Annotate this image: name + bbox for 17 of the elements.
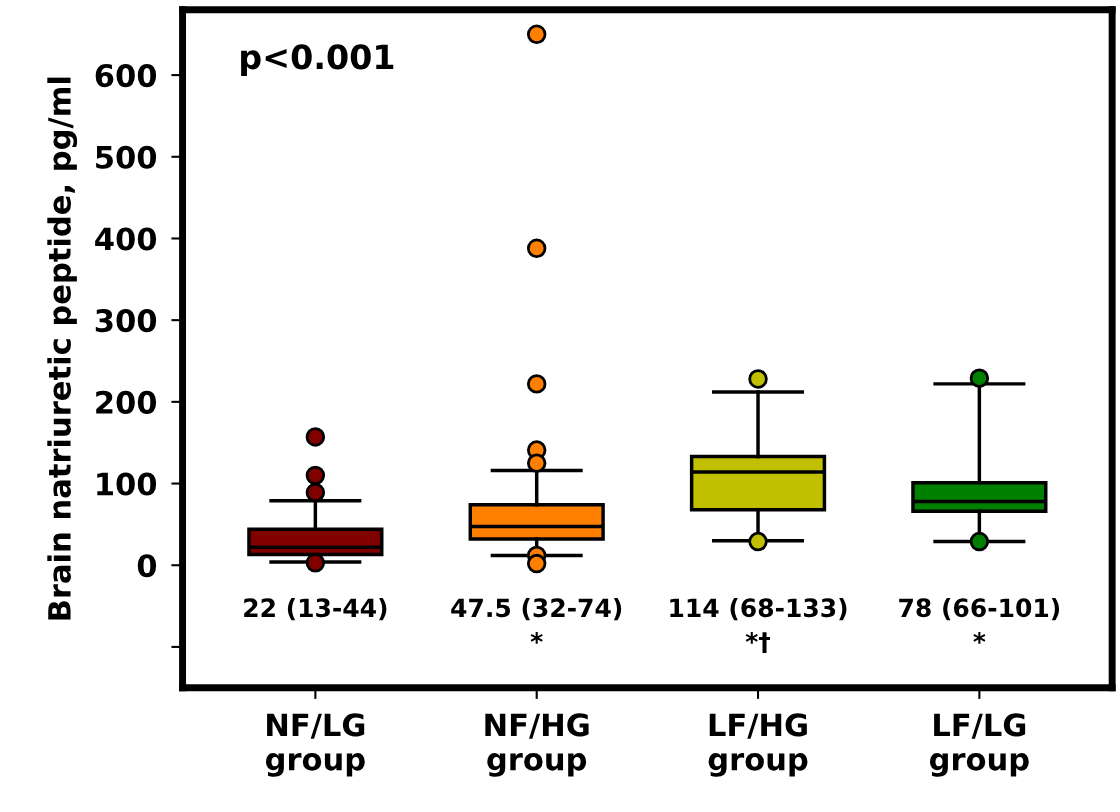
y-axis-title: Brain natriuretic peptide, pg/ml [47, 77, 78, 620]
x-tick-label: NF/HG group [485, 713, 589, 777]
y-tick-label: 600 [95, 64, 157, 88]
y-tick-label: 400 [95, 227, 157, 251]
y-tick-label: 300 [95, 309, 157, 333]
annotation: 114 (68-133) *† [670, 597, 847, 653]
y-tick-label: 0 [137, 554, 157, 578]
annotation: 22 (13-44) [244, 597, 387, 621]
x-tick-label: NF/LG group [265, 713, 365, 777]
y-tick-label: 100 [97, 472, 157, 496]
y-tick-label: 200 [96, 390, 157, 414]
x-tick-label: LF/LG group [929, 713, 1029, 777]
x-tick-label: LF/HG group [708, 713, 808, 777]
annotation: 47.5 (32-74) * [451, 597, 622, 644]
annotation: 78 (66-101) * [899, 597, 1060, 644]
y-tick-label: 500 [96, 145, 157, 169]
annotation: p<0.001 [241, 44, 394, 76]
